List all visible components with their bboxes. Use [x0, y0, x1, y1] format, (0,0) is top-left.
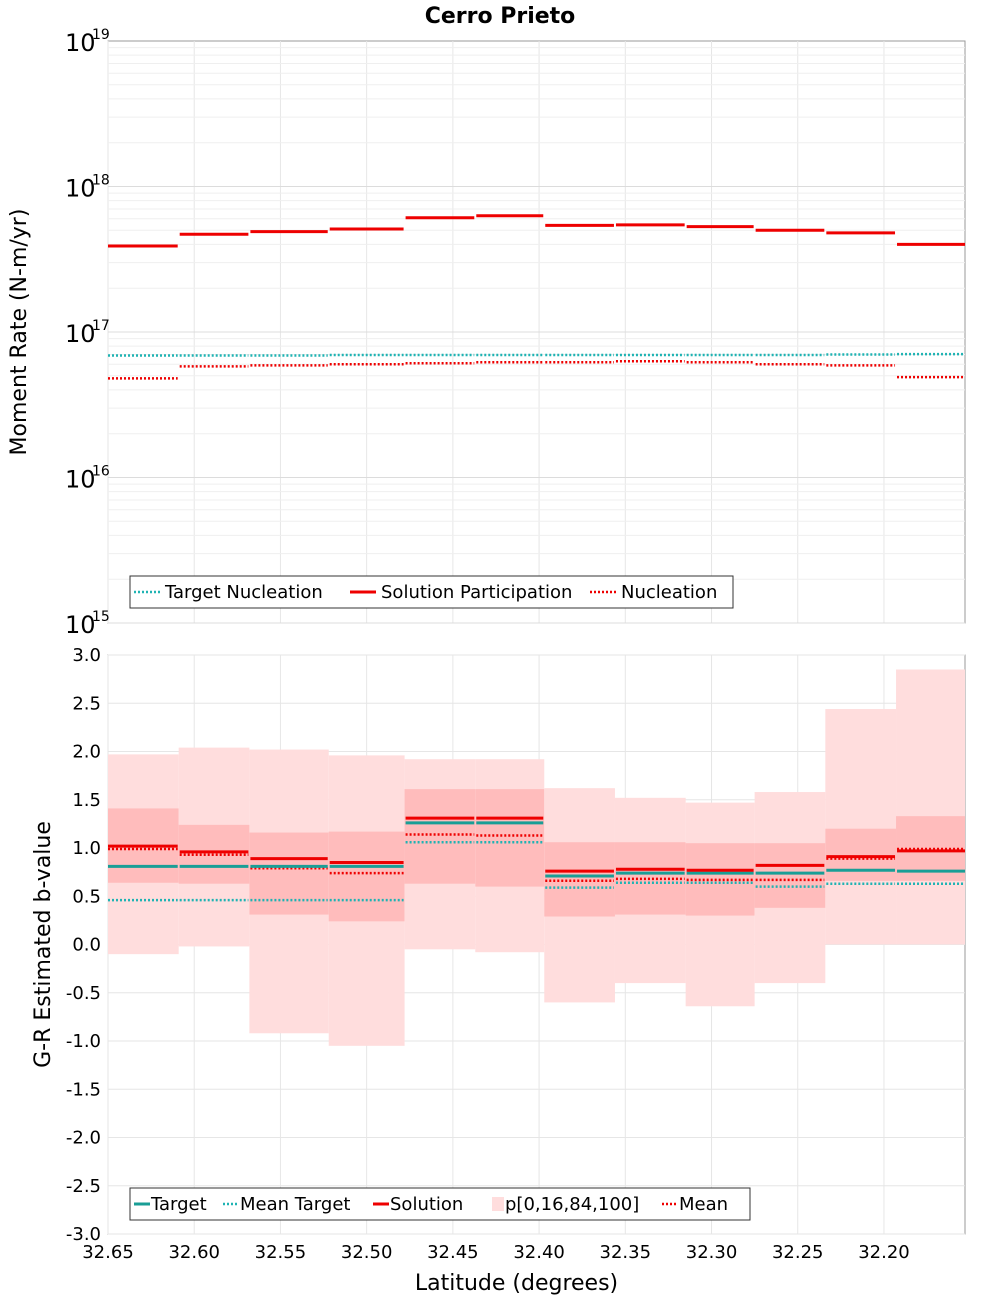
x-tick-label: 32.45	[427, 1242, 479, 1263]
chart-title: Cerro Prieto	[425, 4, 576, 29]
y-tick-label: 2.5	[72, 693, 101, 714]
y-tick-label: 2.0	[72, 742, 101, 763]
band-p16-p84	[475, 789, 545, 887]
x-tick-label: 32.60	[168, 1242, 220, 1263]
band-p16-p84	[328, 831, 405, 922]
band-p16-p84	[825, 828, 897, 881]
legend-label: Target	[150, 1194, 207, 1215]
x-tick-label: 32.35	[600, 1242, 652, 1263]
b-value-series	[108, 816, 965, 902]
y-tick-label: 3.0	[72, 645, 101, 666]
x-tick-label: 32.30	[686, 1242, 738, 1263]
y-tick-exponent: 18	[92, 173, 110, 189]
legend-label: Mean	[679, 1194, 728, 1215]
x-tick-label: 32.25	[772, 1242, 824, 1263]
latitude-x-label: Latitude (degrees)	[415, 1271, 618, 1296]
y-tick-label: -1.0	[66, 1031, 101, 1052]
y-tick-exponent: 16	[92, 464, 110, 480]
x-tick-label: 32.65	[82, 1242, 134, 1263]
y-tick-label: 0.5	[72, 886, 101, 907]
moment-rate-legend: Target Nucleation Solution Participation N…	[129, 575, 734, 609]
moment-rate-gridlines	[107, 41, 965, 624]
band-p0-p100	[825, 709, 897, 945]
y-tick-label: 1.0	[72, 838, 101, 859]
y-tick-exponent: 17	[92, 318, 110, 334]
x-tick-label: 32.40	[513, 1242, 565, 1263]
b-value-legend: Target Mean Target Solution p[0,16,84,100] M…	[129, 1187, 751, 1221]
band-p16-p84	[544, 842, 615, 917]
band-p0-p100	[896, 669, 965, 945]
legend-label: Solution	[390, 1194, 463, 1215]
latitude-x-ticks: 32.65 32.60 32.55 32.50 32.45 32.40 32.35 32.30…	[82, 1242, 909, 1263]
y-tick-label: -3.0	[66, 1224, 101, 1245]
y-tick-exponent: 19	[92, 27, 110, 43]
legend-label: p[0,16,84,100]	[505, 1194, 639, 1215]
y-tick-base: 10	[65, 29, 96, 57]
b-value-panel: -3.0 -2.5 -2.0 -1.5 -1.0 -0.5 0.0 0.5 1.0 1.5 2.0 2…	[31, 645, 966, 1296]
legend-label: Target Nucleation	[164, 582, 323, 603]
band-p16-p84	[249, 832, 329, 915]
y-tick-label: 1.5	[72, 790, 101, 811]
y-tick-label: -0.5	[66, 983, 101, 1004]
y-tick-base: 10	[65, 175, 96, 203]
band-p16-p84	[754, 843, 826, 908]
legend-box	[129, 575, 734, 609]
x-tick-label: 32.55	[255, 1242, 307, 1263]
moment-rate-series	[108, 214, 965, 380]
b-value-y-ticks: -3.0 -2.5 -2.0 -1.5 -1.0 -0.5 0.0 0.5 1.0 1.5 2.0 2…	[66, 645, 101, 1245]
y-tick-label: 0.0	[72, 935, 101, 956]
y-tick-base: 10	[65, 466, 96, 494]
x-tick-label: 32.20	[858, 1242, 910, 1263]
y-tick-label: -1.5	[66, 1079, 101, 1100]
legend-swatch	[492, 1197, 504, 1211]
band-p16-p84	[404, 789, 476, 884]
legend-label: Mean Target	[240, 1194, 350, 1215]
b-value-y-label: G-R Estimated b-value	[31, 821, 56, 1068]
legend-label: Solution Participation	[381, 582, 572, 603]
y-tick-base: 10	[65, 611, 96, 639]
moment-rate-y-label: Moment Rate (N-m/yr)	[7, 209, 32, 456]
y-tick-label: -2.0	[66, 1128, 101, 1149]
y-tick-base: 10	[65, 320, 96, 348]
y-tick-label: -2.5	[66, 1176, 101, 1197]
legend-box	[129, 1187, 751, 1221]
x-tick-label: 32.50	[341, 1242, 393, 1263]
y-tick-exponent: 15	[92, 609, 110, 625]
legend-label: Nucleation	[621, 582, 717, 603]
